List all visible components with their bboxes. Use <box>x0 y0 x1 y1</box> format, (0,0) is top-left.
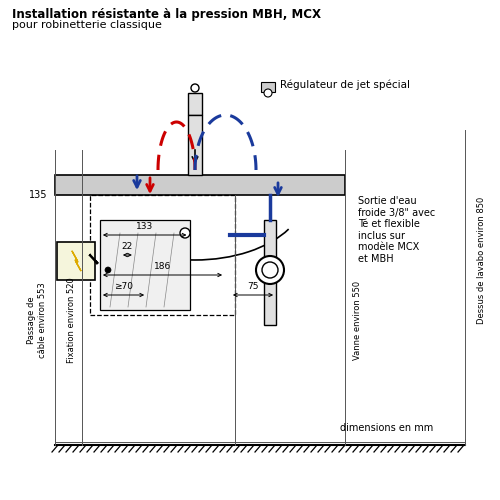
Circle shape <box>105 267 111 273</box>
Bar <box>188 93 202 115</box>
Bar <box>261 82 275 92</box>
Text: Sortie d'eau
froide 3/8" avec
Té et flexible
inclus sur
modèle MCX
et MBH: Sortie d'eau froide 3/8" avec Té et flex… <box>358 196 435 264</box>
Text: Régulateur de jet spécial: Régulateur de jet spécial <box>280 80 410 90</box>
Text: 22: 22 <box>122 242 133 251</box>
Text: Installation résistante à la pression MBH, MCX: Installation résistante à la pression MB… <box>12 8 321 21</box>
Circle shape <box>264 89 272 97</box>
Bar <box>100 220 190 310</box>
Bar <box>188 115 202 175</box>
Text: 135: 135 <box>28 190 47 200</box>
Text: ≥70: ≥70 <box>114 282 133 291</box>
Circle shape <box>191 84 199 92</box>
Text: Passage de
câble environ 553: Passage de câble environ 553 <box>28 282 46 358</box>
Bar <box>264 220 276 325</box>
Text: pour robinetterie classique: pour robinetterie classique <box>12 20 162 30</box>
Bar <box>90 195 235 315</box>
Circle shape <box>256 256 284 284</box>
Text: dimensions en mm: dimensions en mm <box>340 423 433 433</box>
Text: 133: 133 <box>136 222 154 231</box>
Bar <box>57 242 95 280</box>
Text: 75: 75 <box>247 282 259 291</box>
Polygon shape <box>72 251 81 271</box>
Text: Fixation environ 520: Fixation environ 520 <box>68 277 76 363</box>
Circle shape <box>262 262 278 278</box>
Bar <box>55 175 345 195</box>
Circle shape <box>180 228 190 238</box>
Text: 186: 186 <box>154 262 171 271</box>
Text: Dessus de lavabo environ 850: Dessus de lavabo environ 850 <box>476 196 486 324</box>
Text: Vanne environ 550: Vanne environ 550 <box>352 280 362 359</box>
